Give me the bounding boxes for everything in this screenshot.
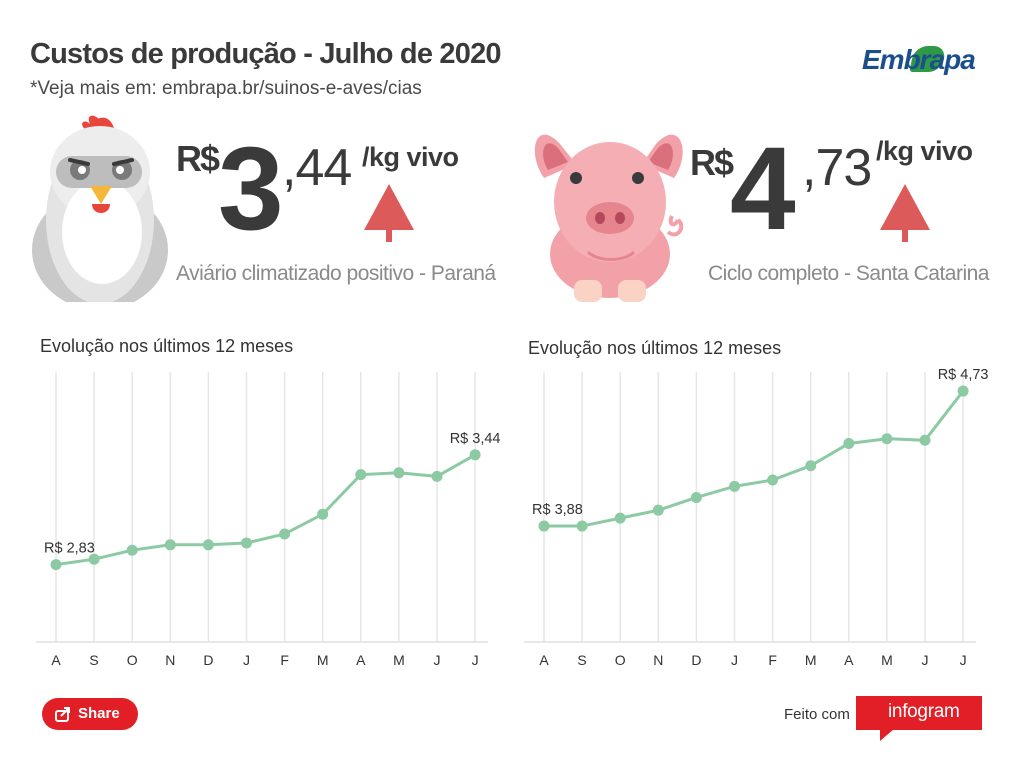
chicken-price-unit: /kg vivo xyxy=(362,142,459,172)
chicken-price-decimals: ,44 xyxy=(282,139,352,197)
data-point[interactable] xyxy=(690,491,702,503)
pig-price-integer: 4 xyxy=(730,123,796,255)
x-tick-label: J xyxy=(434,652,441,668)
data-point[interactable] xyxy=(88,553,100,565)
data-point[interactable] xyxy=(202,539,214,551)
data-label: R$ 2,83 xyxy=(44,541,95,557)
data-point[interactable] xyxy=(957,385,969,397)
series-line xyxy=(55,453,476,567)
pig-chart-title: Evolução nos últimos 12 meses xyxy=(528,338,782,358)
pig-price-unit: /kg vivo xyxy=(876,136,973,166)
data-label: R$ 4,73 xyxy=(938,367,989,383)
x-tick-label: A xyxy=(356,652,366,668)
x-tick-label: J xyxy=(922,652,929,668)
data-label: R$ 3,88 xyxy=(532,502,583,518)
share-icon xyxy=(55,707,70,722)
page-subtitle: *Veja mais em: embrapa.br/suinos-e-aves/… xyxy=(30,78,422,99)
x-tick-label: M xyxy=(805,652,817,668)
data-point[interactable] xyxy=(241,537,252,549)
data-point[interactable] xyxy=(431,470,443,482)
data-point[interactable] xyxy=(317,508,329,520)
x-tick-label: A xyxy=(539,652,549,668)
chicken-trend-up-icon xyxy=(364,184,414,242)
data-point[interactable] xyxy=(393,467,405,479)
x-tick-label: D xyxy=(203,652,213,668)
x-tick-label: A xyxy=(844,652,854,668)
data-point[interactable] xyxy=(805,460,817,472)
chicken-chart-title: Evolução nos últimos 12 meses xyxy=(40,336,294,356)
pig-currency: R$ xyxy=(690,142,734,183)
data-point[interactable] xyxy=(729,480,740,492)
x-tick-label: S xyxy=(577,652,586,668)
chicken-currency: R$ xyxy=(176,138,220,179)
x-tick-label: A xyxy=(51,652,61,668)
infogram-text: infogram xyxy=(888,701,960,722)
x-tick-label: M xyxy=(393,652,405,668)
x-tick-label: S xyxy=(89,652,98,668)
pig-caption: Ciclo completo - Santa Catarina xyxy=(708,262,989,285)
data-label: R$ 3,44 xyxy=(450,431,501,447)
x-tick-label: J xyxy=(243,652,250,668)
data-point[interactable] xyxy=(279,528,291,540)
data-point[interactable] xyxy=(538,520,550,532)
data-point[interactable] xyxy=(767,474,779,486)
data-point[interactable] xyxy=(164,539,176,551)
x-tick-label: J xyxy=(472,652,479,668)
logo-text: Embrapa xyxy=(862,44,976,75)
chicken-line-chart: A S O N D J F M A M J J R$ 2,83 R$ 3,44 xyxy=(36,372,500,668)
x-tick-label: M xyxy=(317,652,329,668)
pig-icon xyxy=(534,134,684,302)
pig-trend-up-icon xyxy=(880,184,930,242)
x-tick-label: O xyxy=(615,652,626,668)
embrapa-logo: Embrapa xyxy=(860,40,976,84)
chicken-price: R$ 3 ,44 /kg vivo xyxy=(174,130,494,250)
data-point[interactable] xyxy=(843,437,855,449)
chicken-price-integer: 3 xyxy=(218,123,284,255)
x-tick-label: J xyxy=(731,652,738,668)
infogram-badge-tail xyxy=(880,729,894,741)
infogram-badge xyxy=(856,696,982,730)
data-point[interactable] xyxy=(919,434,931,446)
x-tick-label: J xyxy=(960,652,967,668)
x-tick-label: F xyxy=(280,652,289,668)
x-tick-label: N xyxy=(165,652,175,668)
share-button[interactable]: Share xyxy=(42,698,138,730)
data-point[interactable] xyxy=(881,433,893,445)
data-point[interactable] xyxy=(126,544,138,556)
chicken-caption: Aviário climatizado positivo - Paraná xyxy=(176,262,496,285)
data-point[interactable] xyxy=(614,512,626,524)
x-tick-label: O xyxy=(127,652,138,668)
data-point[interactable] xyxy=(576,520,588,532)
x-tick-label: M xyxy=(881,652,893,668)
data-point[interactable] xyxy=(355,469,367,481)
infogram-logo[interactable]: infogram xyxy=(856,696,982,742)
data-point[interactable] xyxy=(469,449,481,461)
series-line xyxy=(544,390,965,528)
data-point[interactable] xyxy=(652,504,664,516)
page-title: Custos de produção - Julho de 2020 xyxy=(30,38,502,70)
pig-price: R$ 4 ,73 /kg vivo xyxy=(690,130,1010,250)
chicken-icon xyxy=(32,115,168,302)
share-label: Share xyxy=(78,705,120,722)
pig-price-decimals: ,73 xyxy=(802,139,872,197)
x-tick-label: N xyxy=(653,652,663,668)
x-tick-label: D xyxy=(691,652,701,668)
x-tick-label: F xyxy=(768,652,777,668)
pig-line-chart: A S O N D J F M A M J J R$ 3,88 R$ 4,73 xyxy=(524,367,988,668)
data-point[interactable] xyxy=(50,559,62,571)
made-with-label: Feito com xyxy=(784,706,850,723)
